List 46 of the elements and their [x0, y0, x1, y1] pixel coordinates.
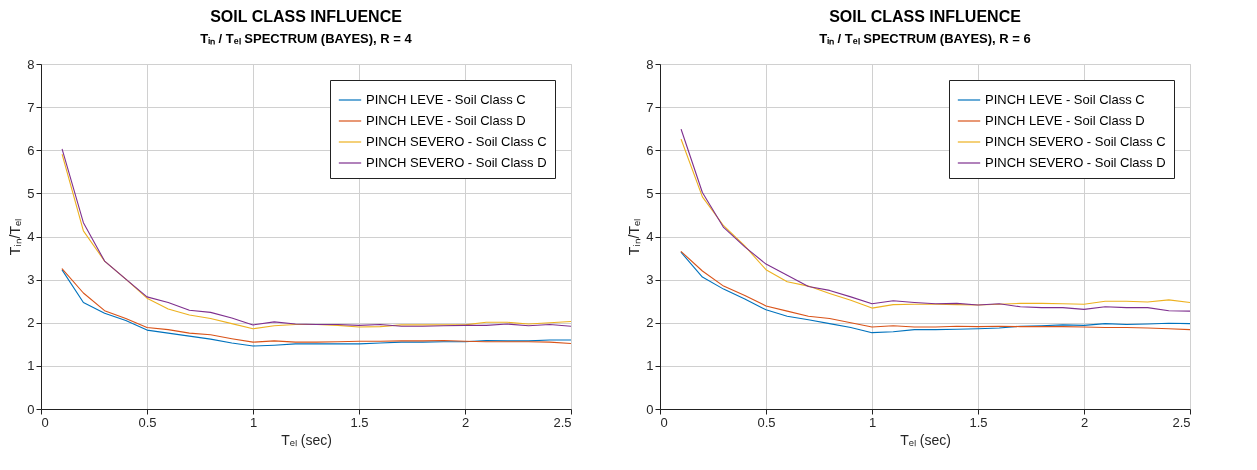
chart-subtitle: Tᵢₙ / Tₑₗ SPECTRUM (BAYES), R = 4 [200, 31, 413, 46]
x-tick-label: 0.5 [138, 414, 157, 430]
legend-label: PINCH LEVE - Soil Class C [985, 92, 1145, 107]
legend-label: PINCH LEVE - Soil Class D [985, 113, 1145, 128]
y-tick-label: 2 [646, 315, 654, 331]
x-tick-label: 2.5 [1172, 414, 1191, 430]
x-tick-label: 2 [1080, 414, 1089, 430]
x-tick-label: 1.5 [969, 414, 988, 430]
legend-label: PINCH SEVERO - Soil Class D [366, 155, 547, 170]
y-tick-label: 2 [27, 315, 35, 331]
y-tick-label: 1 [27, 358, 35, 374]
x-tick-label: 1.5 [350, 414, 369, 430]
x-tick-label: 1 [868, 414, 877, 430]
y-tick-label: 6 [646, 142, 654, 158]
legend-label: PINCH SEVERO - Soil Class D [985, 155, 1166, 170]
legend-label: PINCH SEVERO - Soil Class C [366, 134, 547, 149]
legend-label: PINCH LEVE - Soil Class D [366, 113, 526, 128]
y-tick-label: 3 [646, 272, 654, 288]
x-tick-label: 2 [461, 414, 470, 430]
chart-title: SOIL CLASS INFLUENCE [829, 8, 1022, 25]
chart-subtitle: Tᵢₙ / Tₑₗ SPECTRUM (BAYES), R = 6 [819, 31, 1031, 46]
y-tick-label: 0 [27, 401, 35, 417]
x-tick-label: 0 [660, 414, 668, 430]
y-axis-title: Tᵢₙ/Tₑₗ [626, 218, 643, 256]
y-tick-label: 0 [646, 401, 654, 417]
y-tick-label: 7 [27, 99, 35, 115]
y-tick-label: 4 [27, 229, 35, 244]
legend-label: PINCH LEVE - Soil Class C [366, 92, 526, 107]
x-tick-label: 0.5 [757, 414, 776, 430]
y-tick-label: 6 [27, 142, 35, 158]
x-tick-label: 1 [249, 414, 258, 430]
x-tick-label: 0 [41, 414, 49, 430]
y-tick-label: 4 [646, 229, 654, 244]
x-axis-title: Tₑₗ (sec) [281, 431, 332, 448]
y-tick-label: 8 [27, 56, 35, 72]
legend-label: PINCH SEVERO - Soil Class C [985, 134, 1166, 149]
chart-title: SOIL CLASS INFLUENCE [210, 8, 403, 25]
y-axis-title: Tᵢₙ/Tₑₗ [7, 218, 24, 256]
y-tick-label: 8 [646, 56, 654, 72]
y-tick-label: 5 [27, 185, 35, 201]
x-axis-title: Tₑₗ (sec) [900, 431, 951, 448]
y-tick-label: 5 [646, 185, 654, 201]
x-tick-label: 2.5 [553, 414, 572, 430]
y-tick-label: 1 [646, 358, 654, 374]
y-tick-label: 3 [27, 272, 35, 288]
y-tick-label: 7 [646, 99, 654, 115]
